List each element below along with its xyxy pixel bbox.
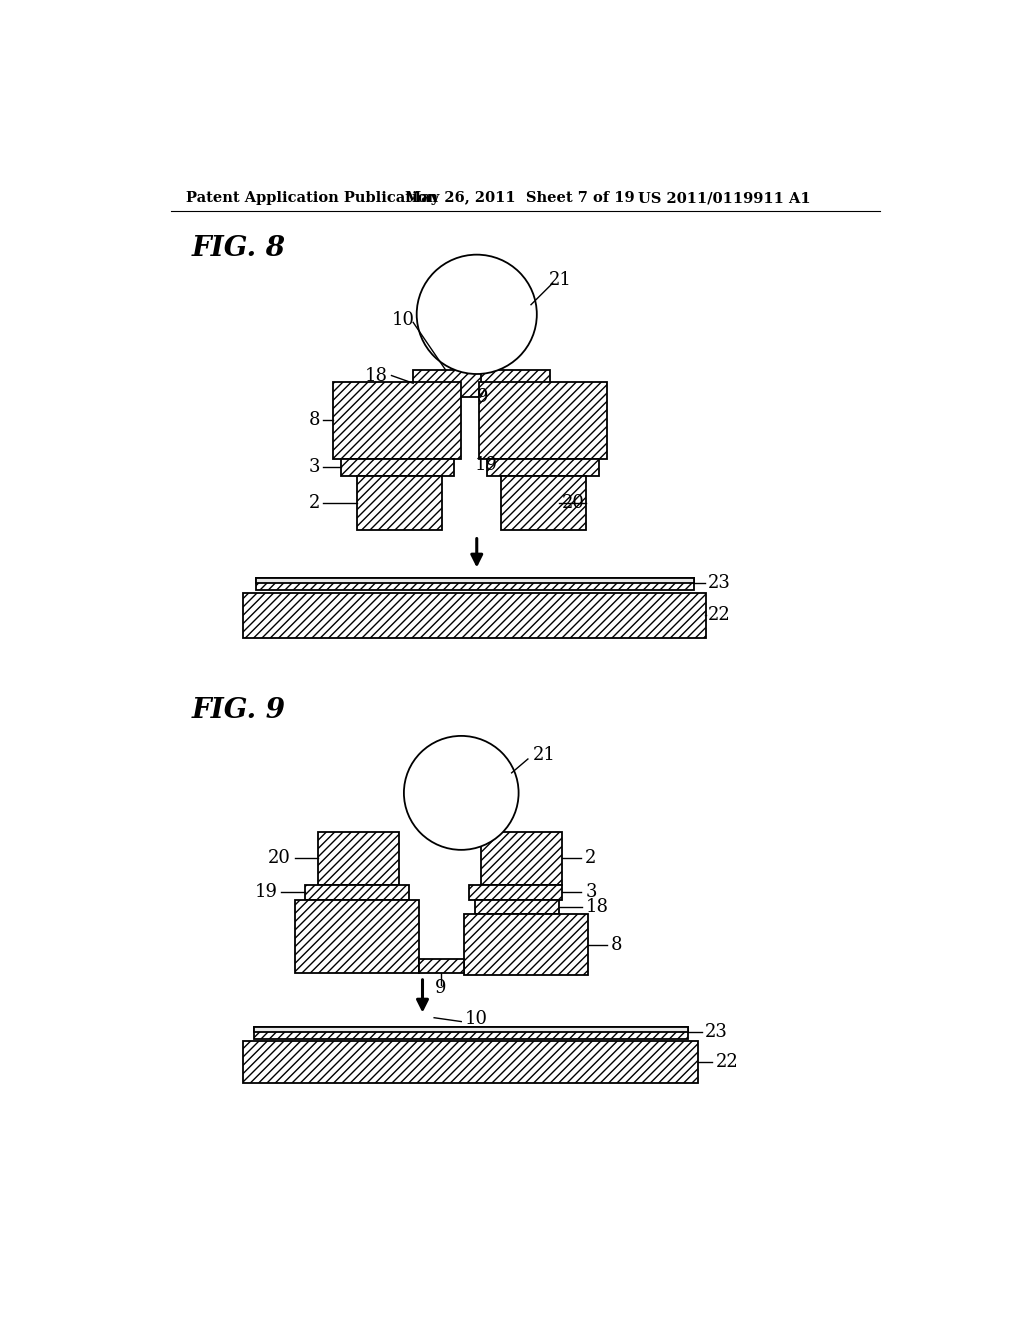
Text: 18: 18 — [365, 367, 388, 384]
Bar — [480, 370, 550, 397]
Bar — [480, 832, 562, 884]
Bar — [305, 884, 410, 900]
Text: 21: 21 — [549, 271, 571, 289]
Bar — [475, 900, 559, 913]
Bar — [334, 381, 461, 459]
Bar — [501, 475, 586, 529]
Ellipse shape — [403, 737, 518, 850]
Text: 8: 8 — [611, 936, 623, 953]
Text: 8: 8 — [308, 412, 321, 429]
Text: 21: 21 — [532, 746, 555, 764]
Text: 20: 20 — [562, 494, 585, 512]
Text: 9: 9 — [435, 979, 446, 998]
Bar — [256, 578, 693, 583]
Bar — [317, 832, 399, 884]
Text: 2: 2 — [309, 494, 321, 512]
Bar — [254, 1027, 687, 1039]
Text: FIG. 8: FIG. 8 — [191, 235, 286, 263]
Text: 3: 3 — [308, 458, 321, 477]
Text: 20: 20 — [268, 849, 291, 867]
Bar — [356, 475, 442, 529]
Text: Patent Application Publication: Patent Application Publication — [186, 191, 438, 206]
Bar — [243, 1040, 698, 1084]
Text: 19: 19 — [255, 883, 278, 902]
Text: 10: 10 — [391, 312, 415, 329]
Text: US 2011/0119911 A1: US 2011/0119911 A1 — [638, 191, 811, 206]
Bar — [341, 459, 454, 475]
Text: 18: 18 — [586, 898, 609, 916]
Text: 22: 22 — [716, 1052, 738, 1071]
Text: 23: 23 — [705, 1023, 727, 1041]
Text: 10: 10 — [465, 1010, 488, 1028]
Bar — [243, 594, 707, 638]
Text: 9: 9 — [477, 388, 488, 407]
Bar — [486, 459, 599, 475]
Text: 3: 3 — [586, 883, 597, 902]
Text: 19: 19 — [475, 455, 499, 474]
Bar — [479, 381, 607, 459]
Text: 23: 23 — [708, 574, 730, 593]
Ellipse shape — [417, 255, 537, 374]
Bar — [464, 913, 588, 975]
Bar — [256, 578, 693, 590]
Text: 2: 2 — [586, 849, 597, 867]
Text: 22: 22 — [708, 606, 730, 624]
Bar — [419, 960, 464, 973]
Bar — [414, 370, 483, 397]
Text: May 26, 2011  Sheet 7 of 19: May 26, 2011 Sheet 7 of 19 — [406, 191, 635, 206]
Bar — [254, 1027, 687, 1032]
Text: FIG. 9: FIG. 9 — [191, 697, 286, 725]
Bar — [469, 884, 562, 900]
Bar — [295, 900, 419, 973]
